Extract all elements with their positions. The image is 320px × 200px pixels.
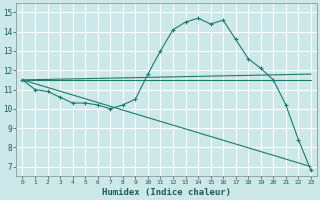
X-axis label: Humidex (Indice chaleur): Humidex (Indice chaleur) xyxy=(102,188,231,197)
